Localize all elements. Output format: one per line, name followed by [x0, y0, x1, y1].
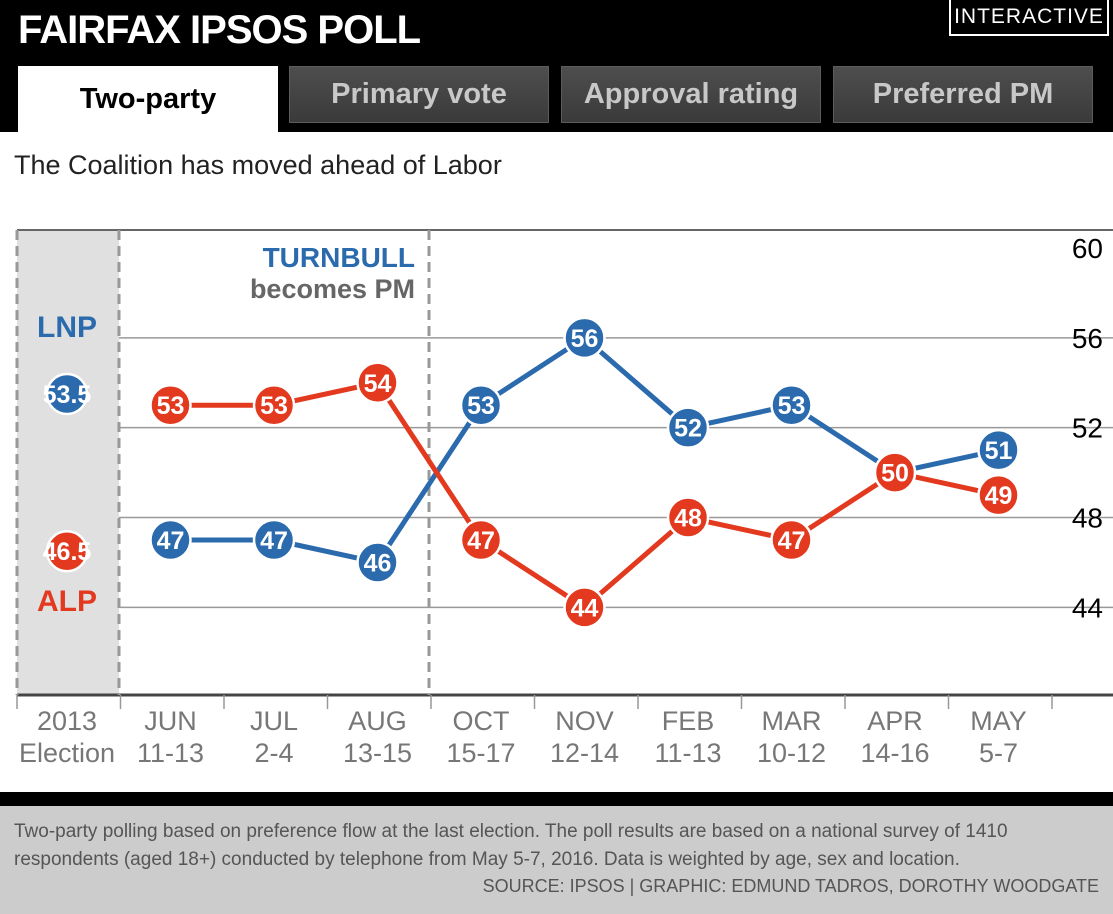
- lnp-point: [45, 372, 89, 416]
- y-tick-label: 60: [1072, 233, 1103, 264]
- tab-two-party[interactable]: Two-party: [18, 66, 278, 132]
- x-tick-label: FEB: [662, 706, 715, 736]
- lnp-point: [356, 541, 399, 584]
- alp-point: [563, 586, 606, 629]
- alp-data-label: 44: [571, 594, 599, 622]
- alp-data-label: 50: [881, 460, 909, 488]
- alp-point: [252, 383, 296, 427]
- lnp-point: [252, 518, 296, 562]
- x-tick-label: 12-14: [550, 738, 619, 768]
- alp-data-label: 53: [157, 392, 185, 420]
- alp-point: [45, 529, 89, 573]
- interactive-button[interactable]: INTERACTIVE: [949, 0, 1109, 36]
- lnp-data-label: 52: [674, 415, 702, 443]
- alp-data-label: 46.5: [43, 538, 92, 566]
- lnp-point: [666, 406, 710, 449]
- x-tick-label: Election: [19, 738, 115, 768]
- x-tick-label: 2-4: [254, 738, 293, 768]
- x-tick-label: AUG: [348, 706, 407, 736]
- series-line-alp: [170, 380, 1000, 610]
- alp-data-label: 48: [674, 505, 702, 533]
- footer: Two-party polling based on preference fl…: [0, 792, 1113, 914]
- y-tick-label: 48: [1072, 503, 1103, 534]
- x-tick-label: MAR: [762, 706, 822, 736]
- lnp-data-label: 53: [778, 392, 806, 420]
- x-tick-label: 11-13: [654, 738, 721, 768]
- lnp-data-label: 53: [467, 392, 495, 420]
- alp-data-label: 53: [260, 392, 288, 420]
- alp-data-label: 47: [467, 527, 495, 555]
- tab-preferred-pm[interactable]: Preferred PM: [833, 66, 1093, 123]
- x-tick-label: JUL: [250, 706, 298, 736]
- x-tick-label: 15-17: [446, 738, 515, 768]
- lnp-data-label: 56: [571, 325, 599, 353]
- lnp-point: [459, 383, 503, 427]
- x-tick-label: JUN: [144, 706, 197, 736]
- alp-point: [666, 496, 710, 539]
- lnp-point: [563, 316, 606, 360]
- alp-point: [977, 473, 1020, 517]
- lnp-data-label: 47: [157, 527, 185, 555]
- alp-point: [873, 451, 917, 494]
- alp-point: [770, 518, 813, 562]
- x-tick-label: OCT: [453, 706, 510, 736]
- lnp-point: [149, 518, 192, 562]
- x-tick-label: APR: [867, 706, 923, 736]
- alp-point: [459, 518, 503, 562]
- tab-approval-rating[interactable]: Approval rating: [561, 66, 821, 123]
- y-tick-label: 44: [1072, 592, 1103, 623]
- chart-headline: The Coalition has moved ahead of Labor: [14, 150, 502, 180]
- alp-point: [356, 361, 399, 405]
- x-tick-label: 2013: [37, 706, 97, 736]
- x-tick-label: NOV: [555, 706, 614, 736]
- series-line-lnp: [170, 335, 1000, 565]
- x-tick-label: 10-12: [757, 738, 826, 768]
- annotation-turnbull: TURNBULL: [263, 242, 415, 273]
- source-credit: SOURCE: IPSOS | GRAPHIC: EDMUND TADROS, …: [482, 876, 1099, 896]
- alp-data-label: 54: [364, 370, 392, 398]
- alp-label: ALP: [37, 585, 97, 618]
- tab-primary-vote[interactable]: Primary vote: [289, 66, 549, 123]
- alp-data-label: 47: [778, 527, 806, 555]
- x-tick-label: 13-15: [343, 738, 412, 768]
- y-tick-label: 52: [1072, 413, 1103, 444]
- alp-data-label: 49: [985, 482, 1013, 510]
- annotation-becomes-pm: becomes PM: [250, 274, 415, 304]
- election-shaded-band: [17, 230, 119, 695]
- lnp-data-label: 53.5: [43, 381, 92, 409]
- header-bar: FAIRFAX IPSOS POLL INTERACTIVE Two-party…: [0, 0, 1113, 132]
- two-party-chart: TURNBULL becomes PM LNP ALP 60 56 52 48 44 2…: [15, 229, 1113, 768]
- x-tick-label: 14-16: [860, 738, 929, 768]
- x-tick-label: 5-7: [979, 738, 1018, 768]
- lnp-point: [770, 383, 813, 427]
- lnp-data-label: 51: [985, 437, 1013, 465]
- page-title: FAIRFAX IPSOS POLL: [18, 8, 421, 52]
- x-tick-label: 11-13: [137, 738, 204, 768]
- footnote-text: Two-party polling based on preference fl…: [14, 821, 1008, 870]
- lnp-data-label: 47: [260, 527, 288, 555]
- alp-point: [149, 383, 192, 427]
- y-tick-label: 56: [1072, 323, 1103, 354]
- lnp-point: [977, 428, 1020, 472]
- x-tick-label: MAY: [970, 706, 1027, 736]
- lnp-label: LNP: [37, 311, 97, 344]
- lnp-data-label: 46: [364, 549, 392, 577]
